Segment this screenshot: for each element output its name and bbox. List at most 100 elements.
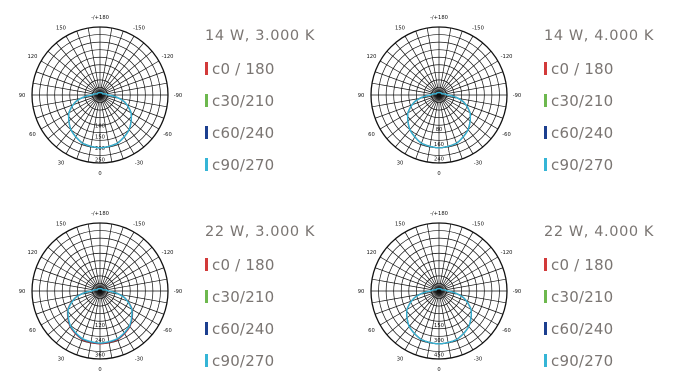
- grid-spoke: [99, 290, 165, 315]
- grid-spoke: [99, 290, 153, 335]
- angle-label: 150: [395, 221, 405, 227]
- grid-spoke: [99, 82, 168, 96]
- legend-item: c90/270: [205, 350, 339, 382]
- angle-label: 120: [27, 250, 37, 256]
- legend-item: c90/270: [544, 154, 678, 186]
- legend-swatch: [544, 258, 547, 271]
- legend-list: c0 / 180 c30/210 c60/240 c90/270: [544, 58, 678, 186]
- angle-label: -150: [472, 221, 484, 227]
- grid-spoke: [99, 94, 135, 155]
- legend: 22 W, 3.000 K c0 / 180 c30/210 c60/240 c…: [205, 222, 339, 382]
- radial-label: 100: [95, 123, 105, 129]
- grid-spoke: [99, 290, 168, 304]
- grid-spoke: [379, 256, 440, 292]
- grid-spoke: [438, 256, 499, 292]
- grid-spoke: [99, 94, 160, 130]
- grid-spoke: [379, 94, 440, 130]
- angle-label: 30: [58, 357, 65, 363]
- grid-spoke: [426, 94, 440, 163]
- grid-spoke: [395, 94, 440, 148]
- legend-item: c90/270: [205, 154, 339, 186]
- grid-spoke: [56, 42, 101, 96]
- polar-chart: -/+180 150 120 90 60 30 0 -30 -60 -90 -120 -150 80 16…: [358, 15, 522, 177]
- radial-label: 150: [434, 323, 444, 329]
- polar-chart: -/+180 150 120 90 60 30 0 -30 -60 -90 -120 -150 120 2…: [19, 211, 183, 373]
- grid-spoke: [56, 94, 101, 148]
- angle-label: -150: [133, 221, 145, 227]
- grid-spoke: [99, 94, 165, 119]
- grid-spoke: [99, 35, 135, 96]
- legend-swatch: [205, 62, 208, 75]
- grid-spoke: [404, 231, 440, 292]
- grid-spoke: [438, 94, 492, 139]
- grid-spoke: [35, 267, 101, 292]
- grid-spoke: [438, 60, 499, 96]
- grid-spoke: [47, 94, 101, 139]
- legend-label: c0 / 180: [551, 60, 614, 78]
- radial-label: 450: [434, 353, 444, 359]
- radial-label: 150: [95, 135, 105, 141]
- legend-label: c30/210: [551, 92, 614, 110]
- legend-swatch: [205, 258, 208, 271]
- grid-spoke: [40, 256, 101, 292]
- grid-spoke: [438, 290, 492, 335]
- radial-label: 300: [434, 338, 444, 344]
- grid-spoke: [386, 51, 440, 96]
- grid-spoke: [438, 94, 474, 155]
- grid-spoke: [404, 35, 440, 96]
- grid-spoke: [438, 223, 452, 292]
- grid-spoke: [99, 71, 165, 96]
- grid-spoke: [395, 42, 440, 96]
- legend-label: c0 / 180: [212, 60, 275, 78]
- legend: 14 W, 4.000 K c0 / 180 c30/210 c60/240 c…: [544, 26, 678, 186]
- legend-label: c60/240: [551, 124, 614, 142]
- legend-swatch: [544, 322, 547, 335]
- angle-label: 60: [29, 328, 36, 334]
- legend-swatch: [544, 158, 547, 171]
- grid-spoke: [99, 94, 168, 108]
- grid-spoke: [99, 94, 144, 148]
- angle-label: -120: [162, 54, 174, 60]
- grid-spoke: [99, 290, 113, 359]
- angle-label: -60: [163, 328, 171, 334]
- grid-spoke: [47, 290, 101, 335]
- legend-label: c30/210: [551, 288, 614, 306]
- angle-label: -30: [135, 357, 143, 363]
- grid-spoke: [35, 71, 101, 96]
- legend-label: c60/240: [212, 124, 275, 142]
- grid-spoke: [438, 290, 474, 351]
- grid-spoke: [438, 94, 452, 163]
- legend-swatch: [205, 94, 208, 107]
- angle-label: 0: [437, 367, 440, 373]
- legend-item: c60/240: [205, 122, 339, 154]
- grid-spoke: [415, 290, 440, 356]
- grid-spoke: [99, 278, 168, 292]
- legend-label: c30/210: [212, 288, 275, 306]
- grid-spoke: [386, 94, 440, 139]
- legend-label: c90/270: [551, 352, 614, 370]
- grid-spoke: [438, 82, 507, 96]
- grid-spoke: [438, 94, 499, 130]
- grid-spoke: [438, 231, 474, 292]
- grid-spoke: [56, 238, 101, 292]
- grid-spoke: [76, 30, 101, 96]
- legend-swatch: [544, 126, 547, 139]
- grid-spoke: [32, 82, 101, 96]
- grid-spoke: [47, 247, 101, 292]
- radial-label: 240: [95, 338, 105, 344]
- angle-label: 90: [358, 289, 365, 295]
- legend-swatch: [544, 290, 547, 303]
- angle-label: 120: [366, 54, 376, 60]
- grid-spoke: [65, 231, 101, 292]
- grid-spoke: [438, 290, 463, 356]
- grid-spoke: [99, 290, 135, 351]
- chart-panel-3: -/+180 150 120 90 60 30 0 -30 -60 -90 -120 -150 120 2…: [0, 196, 339, 392]
- legend: 22 W, 4.000 K c0 / 180 c30/210 c60/240 c…: [544, 222, 678, 382]
- radial-label: 240: [434, 157, 444, 163]
- grid-spoke: [99, 247, 153, 292]
- grid-spoke: [87, 223, 101, 292]
- grid-spoke: [426, 223, 440, 292]
- grid-spoke: [404, 94, 440, 155]
- legend-item: c30/210: [544, 286, 678, 318]
- grid-spoke: [371, 82, 440, 96]
